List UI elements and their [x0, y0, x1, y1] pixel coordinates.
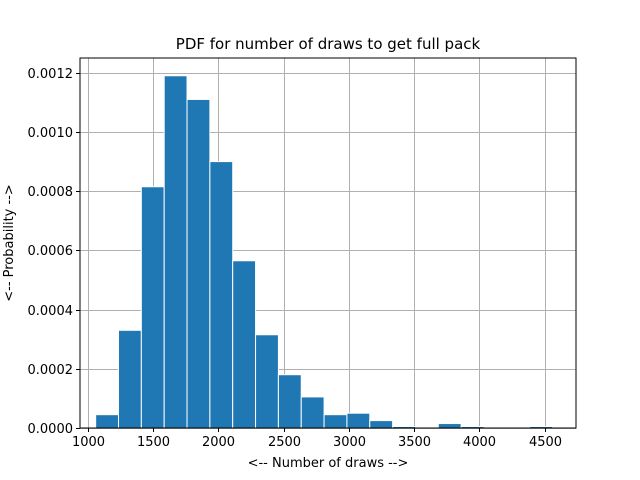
histogram-bar [255, 334, 279, 429]
chart-title: PDF for number of draws to get full pack [176, 35, 481, 53]
histogram-bar [95, 414, 120, 429]
x-tick-label: 3000 [333, 435, 366, 450]
y-axis-label: <-- Probability --> [2, 184, 17, 302]
histogram-bar [346, 412, 371, 429]
y-tick-label: 0.0006 [28, 244, 74, 259]
histogram-bar [186, 98, 211, 429]
x-tick-label: 3500 [398, 435, 431, 450]
axis-ticks: 1000 1500 2000 2500 3000 3500 4000 4500 0.0000 0.… [28, 67, 563, 450]
y-tick-label: 0.0002 [28, 363, 74, 378]
histogram-bar [369, 420, 394, 429]
x-tick-label: 1000 [72, 435, 105, 450]
y-tick-label: 0.0004 [28, 304, 74, 319]
x-tick-label: 2000 [202, 435, 235, 450]
histogram-bar [209, 161, 234, 429]
x-tick-label: 2500 [268, 435, 301, 450]
x-tick-label: 4000 [463, 435, 496, 450]
x-axis-label: <-- Number of draws --> [248, 456, 409, 471]
histogram-bar [118, 329, 142, 429]
histogram-bar [300, 396, 325, 429]
x-tick-label: 4500 [529, 435, 562, 450]
y-tick-label: 0.0000 [28, 422, 74, 437]
y-tick-label: 0.0010 [28, 126, 74, 141]
histogram-bar [277, 374, 302, 429]
y-tick-label: 0.0012 [28, 67, 74, 82]
y-tick-label: 0.0008 [28, 185, 74, 200]
x-tick-label: 1500 [137, 435, 170, 450]
plot-frame [79, 57, 577, 429]
histogram-bar [163, 75, 188, 429]
histogram-bar [232, 260, 257, 429]
histogram-bar [140, 186, 165, 429]
histogram-bar [323, 414, 348, 429]
histogram-bar [437, 423, 462, 429]
